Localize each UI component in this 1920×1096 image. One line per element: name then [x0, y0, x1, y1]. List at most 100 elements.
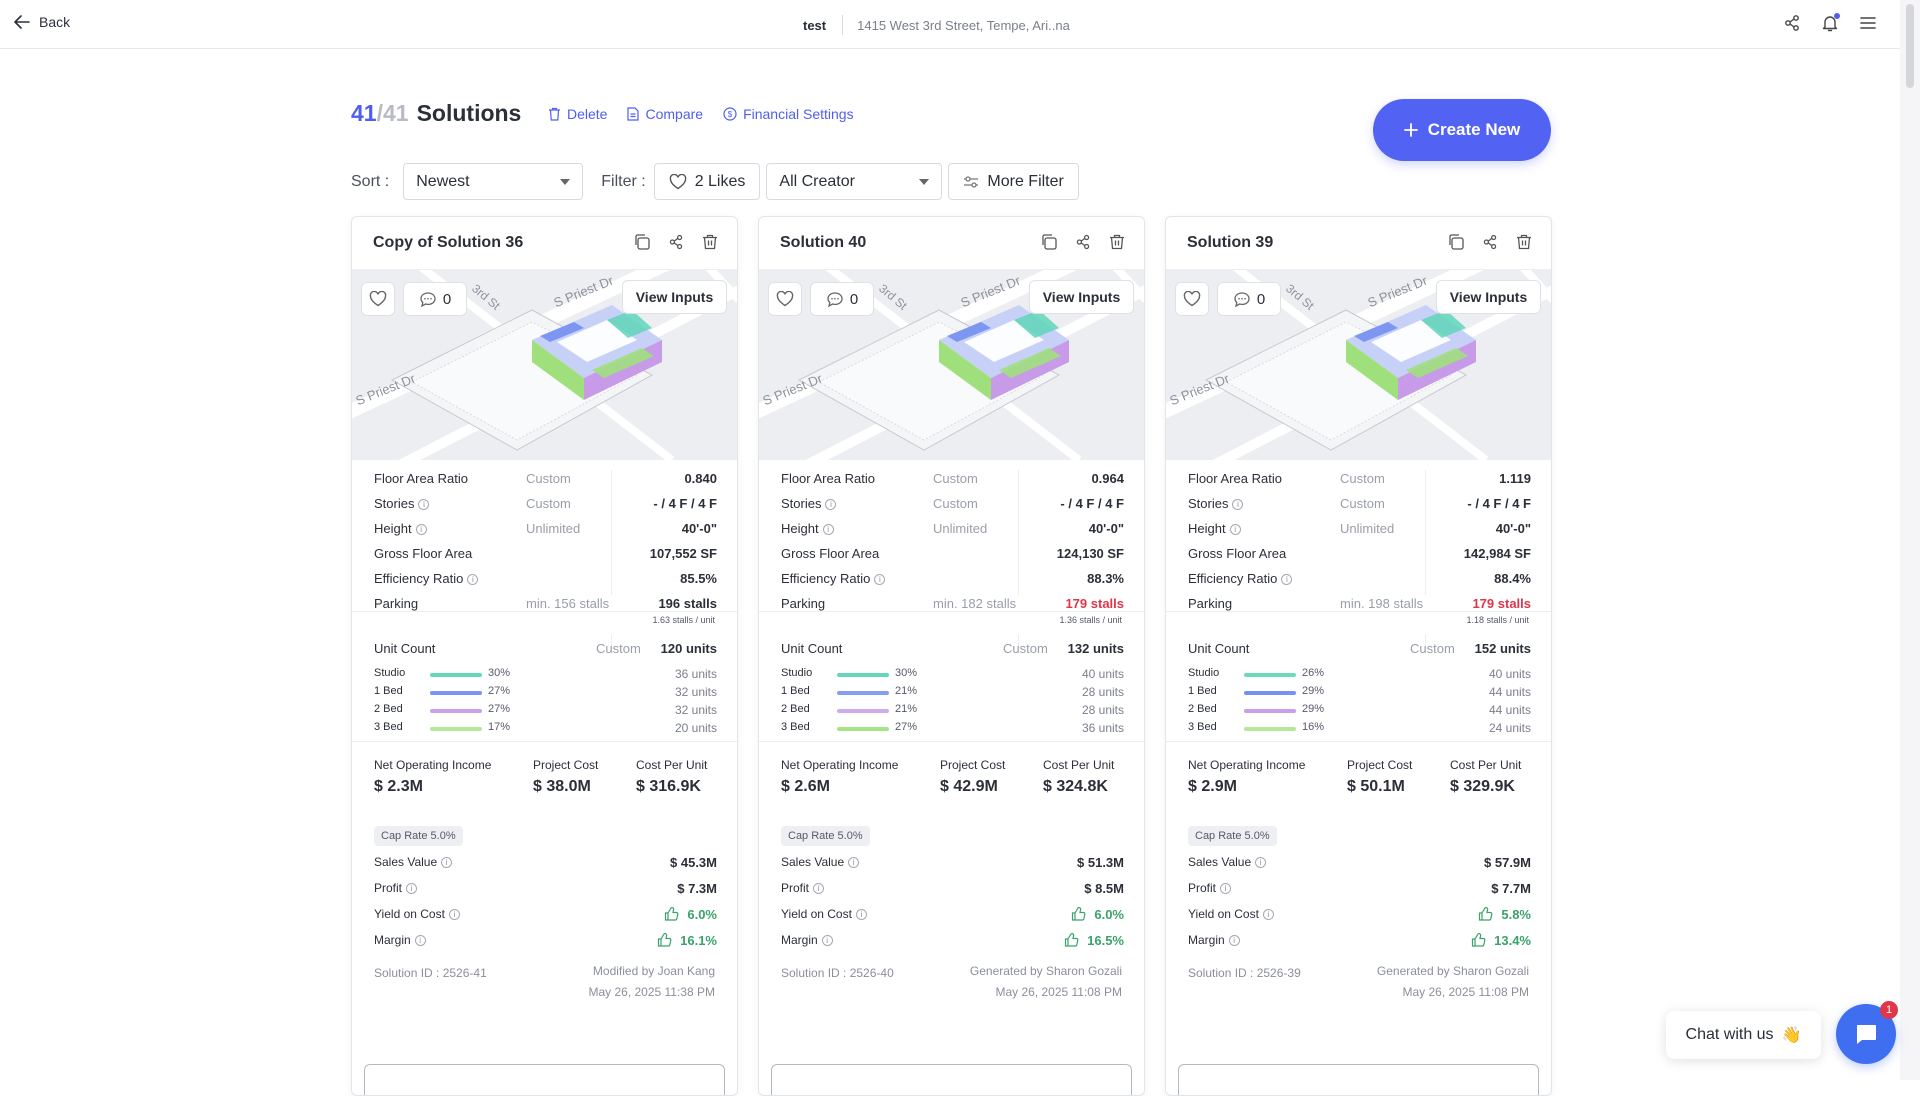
margin-value: 13.4% — [1471, 933, 1531, 948]
comments-button[interactable]: 0 — [1217, 282, 1281, 316]
info-icon[interactable]: i — [441, 857, 453, 868]
mix-percent: 21% — [895, 703, 918, 715]
card-footer-button[interactable] — [1178, 1064, 1539, 1095]
card-actions — [633, 233, 719, 251]
finance-label: Yield on Cost — [781, 907, 852, 921]
modified-info: Modified by Joan Kang May 26, 2025 11:38 … — [588, 961, 715, 1003]
card-footer-button[interactable] — [364, 1064, 725, 1095]
sliders-icon — [964, 175, 979, 188]
financial-settings-button[interactable]: $ Financial Settings — [723, 106, 854, 122]
like-button[interactable] — [361, 282, 395, 316]
compare-button[interactable]: Compare — [627, 106, 703, 122]
divider — [1018, 470, 1019, 595]
share-icon[interactable] — [1481, 233, 1499, 251]
info-icon[interactable]: i — [1228, 935, 1240, 946]
info-icon[interactable]: i — [855, 909, 867, 920]
copy-icon[interactable] — [1447, 233, 1465, 251]
finance-label: Margin — [781, 933, 818, 947]
info-icon[interactable]: i — [418, 499, 430, 510]
share-icon[interactable] — [1074, 233, 1092, 251]
metric-label: Stories i — [781, 496, 837, 511]
heart-icon — [1183, 291, 1201, 307]
arrow-left-icon — [14, 15, 30, 29]
comment-count: 0 — [442, 290, 452, 308]
trash-icon[interactable] — [1108, 233, 1126, 251]
svg-text:$: $ — [728, 110, 733, 119]
solution-card[interactable]: Solution 40 — [758, 216, 1145, 1096]
info-icon[interactable]: i — [1229, 524, 1241, 535]
metric-row: Gross Floor Area 107,552 SF — [374, 546, 717, 566]
card-title: Copy of Solution 36 — [373, 234, 524, 251]
info-icon[interactable]: i — [874, 574, 886, 585]
metric-label-text: Stories — [781, 496, 822, 511]
delete-button[interactable]: Delete — [548, 106, 607, 122]
finance-row: Margin i 16.1% — [374, 933, 717, 948]
view-inputs-button[interactable]: View Inputs — [1029, 280, 1134, 314]
info-icon[interactable]: i — [467, 574, 479, 585]
comments-button[interactable]: 0 — [403, 282, 467, 316]
noi-label: Net Operating Income — [374, 758, 492, 772]
metric-row: Height i Unlimited 40'-0" — [781, 521, 1124, 541]
chat-prompt[interactable]: Chat with us 👋 — [1666, 1011, 1821, 1059]
metrics-section: Floor Area Ratio Custom 0.964 Stories i Cust… — [759, 460, 1144, 625]
site-map[interactable]: S Priest Dr S Priest Dr 3rd St — [1166, 270, 1551, 460]
financial-section: Net Operating Income $ 2.9M Project Cost $… — [1166, 742, 1551, 1095]
sort-select[interactable]: Newest — [403, 163, 584, 200]
info-icon[interactable]: i — [848, 857, 860, 868]
solution-card[interactable]: Solution 39 — [1165, 216, 1552, 1096]
info-icon[interactable]: i — [1262, 909, 1274, 920]
share-icon[interactable] — [667, 233, 685, 251]
copy-icon[interactable] — [633, 233, 651, 251]
finance-row: Profit i $ 7.3M — [374, 881, 717, 896]
info-icon[interactable]: i — [1220, 883, 1232, 894]
info-icon[interactable]: i — [821, 935, 833, 946]
scrollbar-thumb[interactable] — [1906, 4, 1914, 88]
top-actions — [1782, 13, 1878, 33]
info-icon[interactable]: i — [1281, 574, 1293, 585]
info-icon[interactable]: i — [813, 883, 825, 894]
info-icon[interactable]: i — [415, 524, 427, 535]
share-icon[interactable] — [1782, 13, 1802, 33]
plus-icon — [1403, 123, 1418, 137]
finance-label: Yield on Cost — [1188, 907, 1259, 921]
info-icon[interactable]: i — [1232, 499, 1244, 510]
view-inputs-button[interactable]: View Inputs — [1436, 280, 1541, 314]
metric-label: Stories i — [374, 496, 430, 511]
solution-count: 41 — [351, 100, 377, 126]
info-icon[interactable]: i — [414, 935, 426, 946]
more-filter-button[interactable]: More Filter — [948, 163, 1079, 200]
card-footer-button[interactable] — [771, 1064, 1132, 1095]
copy-icon[interactable] — [1040, 233, 1058, 251]
card-title: Solution 39 — [1187, 234, 1274, 251]
like-button[interactable] — [1175, 282, 1209, 316]
scrollbar[interactable] — [1900, 0, 1920, 1080]
project-cost-label: Project Cost — [940, 758, 1006, 772]
metric-label: Stories i — [1188, 496, 1244, 511]
comments-button[interactable]: 0 — [810, 282, 874, 316]
project-name: test — [803, 17, 827, 33]
finance-row: Margin i 13.4% — [1188, 933, 1531, 948]
creator-select[interactable]: All Creator — [766, 163, 943, 200]
margin-text: 13.4% — [1494, 933, 1531, 948]
bell-icon[interactable] — [1820, 13, 1840, 33]
info-icon[interactable]: i — [822, 524, 834, 535]
menu-icon[interactable] — [1858, 13, 1878, 33]
mix-bar — [837, 709, 889, 713]
metric-row: Parking min. 156 stalls 196 stalls — [374, 596, 717, 616]
view-inputs-button[interactable]: View Inputs — [622, 280, 727, 314]
create-new-button[interactable]: Create New — [1373, 99, 1551, 161]
trash-icon[interactable] — [1515, 233, 1533, 251]
info-icon[interactable]: i — [825, 499, 837, 510]
info-icon[interactable]: i — [1255, 857, 1267, 868]
metric-row: Stories i Custom - / 4 F / 4 F — [374, 496, 717, 516]
trash-icon[interactable] — [701, 233, 719, 251]
info-icon[interactable]: i — [448, 909, 460, 920]
likes-filter-button[interactable]: 2 Likes — [653, 163, 761, 200]
metric-label: Floor Area Ratio — [374, 471, 468, 486]
mix-percent: 27% — [488, 703, 511, 715]
solution-card[interactable]: Copy of Solution 36 — [351, 216, 738, 1096]
info-icon[interactable]: i — [406, 883, 418, 894]
like-button[interactable] — [768, 282, 802, 316]
back-button[interactable]: Back — [14, 14, 70, 30]
metric-row: Gross Floor Area 124,130 SF — [781, 546, 1124, 566]
